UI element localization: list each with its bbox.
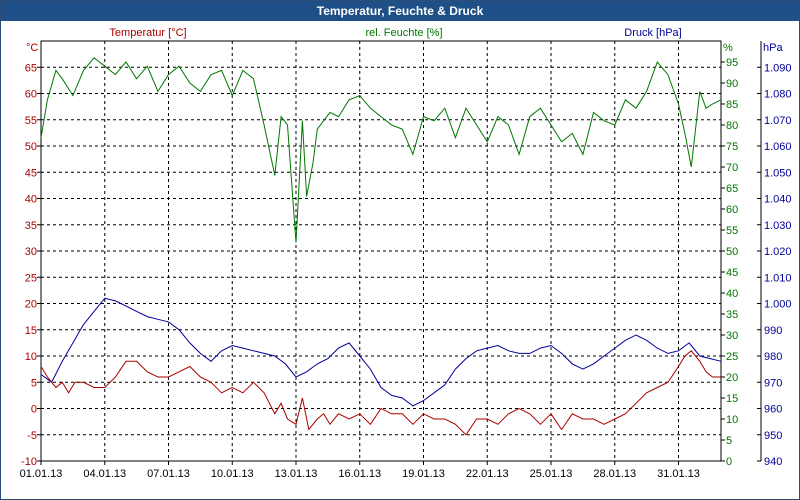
x-axis: 01.01.13 04.01.13 07.01.13 10.01.13 13.01.13…	[20, 461, 700, 480]
hum-tick-label-14: 70	[726, 162, 738, 174]
hum-tick-label-12: 60	[726, 204, 738, 216]
hum-tick-label-6: 30	[726, 330, 738, 342]
humidity-axis: 0 5 10 15 20 25 30 35 40 45 50 55 60 65 70 75 80 85 90 95	[721, 57, 738, 468]
temp-tick-label-11: 45	[25, 167, 37, 179]
press-tick-label-10: 1.040	[764, 194, 792, 206]
temp-tick-label-10: 40	[25, 194, 37, 206]
x-tick-label-5: 16.01.13	[338, 468, 381, 480]
press-tick-label-15: 1.090	[764, 62, 792, 74]
series-line-temperatur	[40, 350, 721, 436]
hum-tick-label-8: 40	[726, 288, 738, 300]
press-tick-label-9: 1.030	[764, 220, 792, 232]
temp-tick-label-15: 65	[25, 62, 37, 74]
press-tick-label-5: 990	[764, 325, 782, 337]
x-tick-label-9: 28.01.13	[593, 468, 636, 480]
series-group	[40, 57, 722, 436]
temperature-axis: -10 -5 0 5 10 15 20 25 30 35 40 45 50 55 60 65	[21, 62, 41, 468]
humidity-axis-label: rel. Feuchte [%]	[365, 27, 442, 39]
hum-tick-label-18: 90	[726, 78, 738, 90]
series-line-druck	[40, 297, 722, 407]
hum-tick-label-15: 75	[726, 141, 738, 153]
temp-tick-label-3: 5	[31, 377, 37, 389]
hum-tick-label-5: 25	[726, 351, 738, 363]
hum-tick-label-1: 5	[726, 435, 732, 447]
temp-tick-label-1: -5	[27, 430, 37, 442]
hum-tick-label-0: 0	[726, 456, 732, 468]
series-line-rel-feuchte	[40, 57, 722, 243]
temp-tick-label-5: 15	[25, 325, 37, 337]
press-tick-label-4: 980	[764, 351, 782, 363]
press-tick-label-13: 1.070	[764, 115, 792, 127]
press-tick-label-2: 960	[764, 404, 782, 416]
humidity-axis-unit: %	[723, 42, 733, 54]
x-tick-label-2: 07.01.13	[147, 468, 190, 480]
temp-tick-label-8: 30	[25, 246, 37, 258]
hum-tick-label-19: 95	[726, 57, 738, 69]
hum-tick-label-11: 55	[726, 225, 738, 237]
x-tick-label-0: 01.01.13	[20, 468, 63, 480]
x-tick-label-6: 19.01.13	[402, 468, 445, 480]
x-tick-label-8: 25.01.13	[530, 468, 573, 480]
hum-tick-label-17: 85	[726, 99, 738, 111]
x-tick-label-4: 13.01.13	[275, 468, 318, 480]
press-tick-label-11: 1.050	[764, 167, 792, 179]
press-tick-label-8: 1.020	[764, 246, 792, 258]
hum-tick-label-16: 80	[726, 120, 738, 132]
hum-tick-label-10: 50	[726, 246, 738, 258]
x-tick-label-3: 10.01.13	[211, 468, 254, 480]
press-tick-label-1: 950	[764, 430, 782, 442]
chart-title: Temperatur, Feuchte & Druck	[1, 1, 799, 21]
hum-tick-label-7: 35	[726, 309, 738, 321]
temp-tick-label-0: -10	[21, 456, 37, 468]
x-tick-label-7: 22.01.13	[466, 468, 509, 480]
grid	[41, 41, 721, 461]
hum-tick-label-4: 20	[726, 372, 738, 384]
temp-tick-label-4: 10	[25, 351, 37, 363]
temp-tick-label-6: 20	[25, 299, 37, 311]
press-tick-label-7: 1.010	[764, 272, 792, 284]
temp-tick-label-13: 55	[25, 115, 37, 127]
press-tick-label-14: 1.080	[764, 89, 792, 101]
temp-tick-label-14: 60	[25, 89, 37, 101]
temp-tick-label-9: 35	[25, 220, 37, 232]
press-tick-label-12: 1.060	[764, 141, 792, 153]
press-tick-label-0: 940	[764, 456, 782, 468]
temp-tick-label-12: 50	[25, 141, 37, 153]
press-tick-label-3: 970	[764, 377, 782, 389]
x-tick-label-10: 31.01.13	[657, 468, 700, 480]
hum-tick-label-13: 65	[726, 183, 738, 195]
temperature-axis-label: Temperatur [°C]	[109, 27, 186, 39]
hum-tick-label-9: 45	[726, 267, 738, 279]
pressure-axis: 940 950 960 970 980 990 1.000 1.010 1.020 1.030 1.…	[757, 41, 792, 468]
pressure-axis-label: Druck [hPa]	[624, 27, 681, 39]
temp-tick-label-7: 25	[25, 272, 37, 284]
x-tick-label-1: 04.01.13	[83, 468, 126, 480]
temp-tick-label-2: 0	[31, 404, 37, 416]
hum-tick-label-2: 10	[726, 414, 738, 426]
hum-tick-label-3: 15	[726, 393, 738, 405]
pressure-axis-unit: hPa	[763, 42, 783, 54]
press-tick-label-6: 1.000	[764, 299, 792, 311]
temperature-axis-unit: °C	[26, 42, 38, 54]
